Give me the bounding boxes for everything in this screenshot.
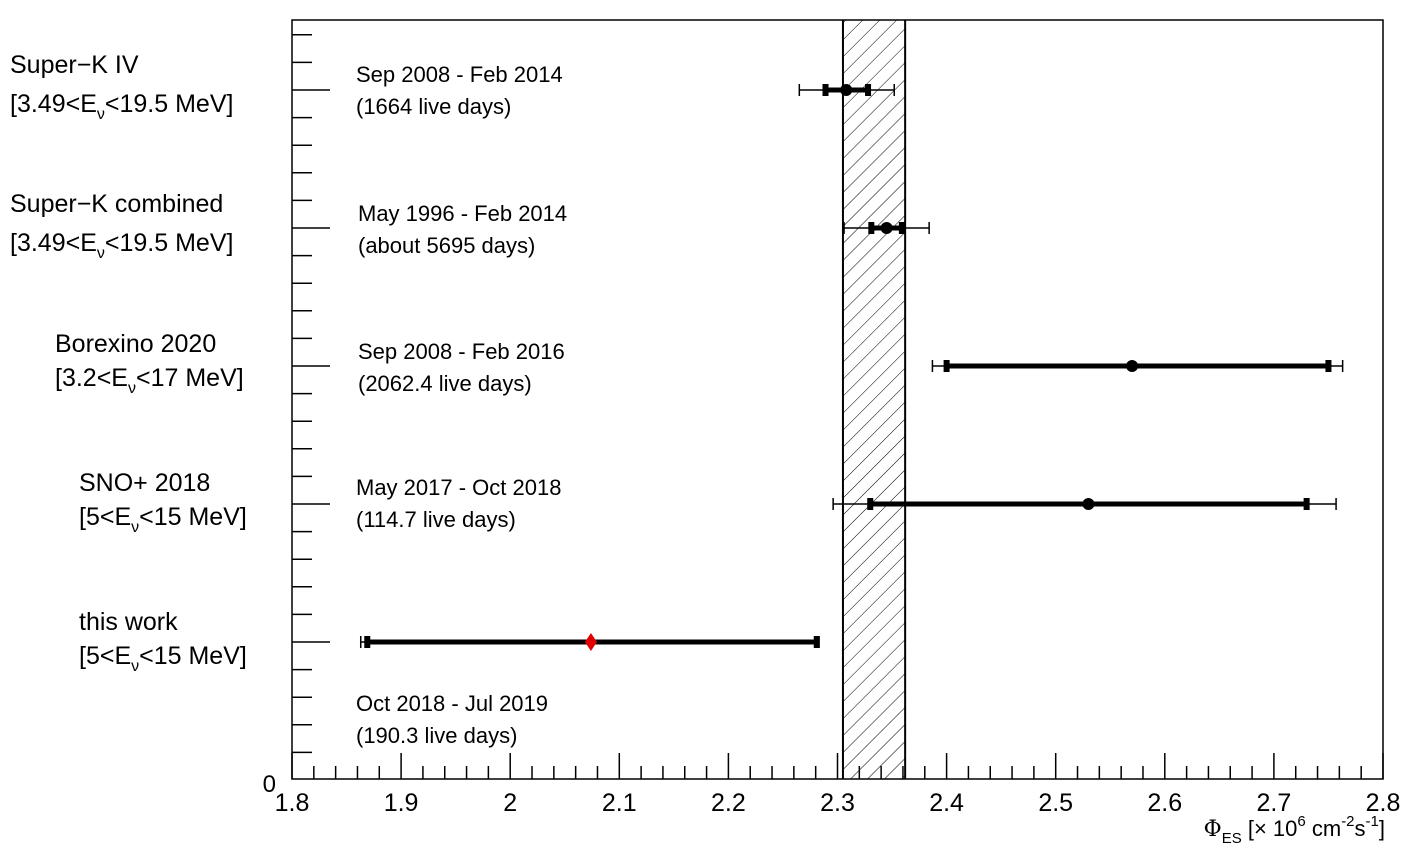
- x-tick-label: 2.2: [711, 789, 746, 817]
- x-tick-label: 2.1: [602, 789, 637, 817]
- row-label-period: May 2017 - Oct 2018: [356, 475, 561, 500]
- stat-error-cap: [1325, 360, 1332, 372]
- row-label-exposure: (190.3 live days): [356, 723, 517, 748]
- row-label-energy: [3.49<Eν<19.5 MeV]: [10, 90, 233, 123]
- row-label-period: Sep 2008 - Feb 2014: [356, 62, 563, 87]
- row-label-exposure: (2062.4 live days): [358, 371, 532, 396]
- x-tick-label: 1.9: [384, 789, 419, 817]
- row-label-energy: [3.2<Eν<17 MeV]: [55, 364, 244, 397]
- x-tick-label: 2.4: [929, 789, 964, 817]
- row-label-energy: [5<Eν<15 MeV]: [79, 642, 247, 675]
- reference-band: [841, 20, 907, 779]
- stat-error-cap: [898, 222, 905, 234]
- x-tick-label: 2.8: [1366, 789, 1401, 817]
- row-label-exposure: (114.7 live days): [356, 507, 516, 532]
- stat-error-cap: [865, 84, 872, 96]
- data-points: [359, 84, 1344, 651]
- x-tick-label: 2.6: [1147, 789, 1182, 817]
- stat-error-cap: [813, 636, 820, 648]
- data-marker-diamond: [584, 633, 597, 651]
- y-zero-label: 0: [263, 771, 276, 798]
- data-point-group: [798, 84, 895, 96]
- stat-error-cap: [867, 498, 874, 510]
- data-point-group: [832, 498, 1337, 510]
- x-axis-ticks: 1.8 1.9 2 2.1 2.2 2.3 2.4 2.5 2.6 2.7 2.8: [275, 753, 1401, 817]
- row-label-name: Super−K combined: [10, 190, 223, 218]
- stat-error-cap: [364, 636, 371, 648]
- x-tick-label: 2.3: [820, 789, 855, 817]
- x-tick-label: 2.7: [1257, 789, 1292, 817]
- data-marker-circle: [840, 84, 853, 96]
- data-point-group: [843, 222, 930, 234]
- row-label-name: Super−K IV: [10, 51, 139, 79]
- row-label-energy: [5<Eν<15 MeV]: [79, 503, 247, 536]
- stat-error-cap: [1303, 498, 1310, 510]
- plot-frame: [291, 19, 1384, 780]
- data-marker-circle: [1126, 360, 1139, 372]
- x-tick-label: 2.5: [1038, 789, 1073, 817]
- x-tick-label: 1.8: [275, 789, 310, 817]
- row-label-energy: [3.49<Eν<19.5 MeV]: [10, 229, 233, 262]
- row-label-exposure: (1664 live days): [356, 94, 511, 119]
- row-label-name: Borexino 2020: [55, 330, 216, 358]
- row-label-period: May 1996 - Feb 2014: [358, 201, 567, 226]
- data-marker-circle: [880, 222, 893, 234]
- row-label-period: Sep 2008 - Feb 2016: [358, 339, 565, 364]
- y-axis-ticks: [292, 34, 330, 754]
- x-tick-label: 2: [503, 789, 517, 817]
- row-label-name: SNO+ 2018: [79, 469, 210, 497]
- data-marker-circle: [1082, 498, 1095, 510]
- stat-error-cap: [868, 222, 875, 234]
- data-point-group: [931, 360, 1344, 372]
- band-fill: [842, 20, 906, 779]
- data-point-group: [359, 633, 820, 651]
- stat-error-cap: [943, 360, 950, 372]
- row-label-period: Oct 2018 - Jul 2019: [356, 691, 548, 716]
- row-label-name: this work: [79, 608, 178, 636]
- stat-error-cap: [822, 84, 829, 96]
- row-label-exposure: (about 5695 days): [358, 233, 535, 258]
- x-axis-title: ΦES [× 106 cm-2s-1]: [1204, 813, 1385, 847]
